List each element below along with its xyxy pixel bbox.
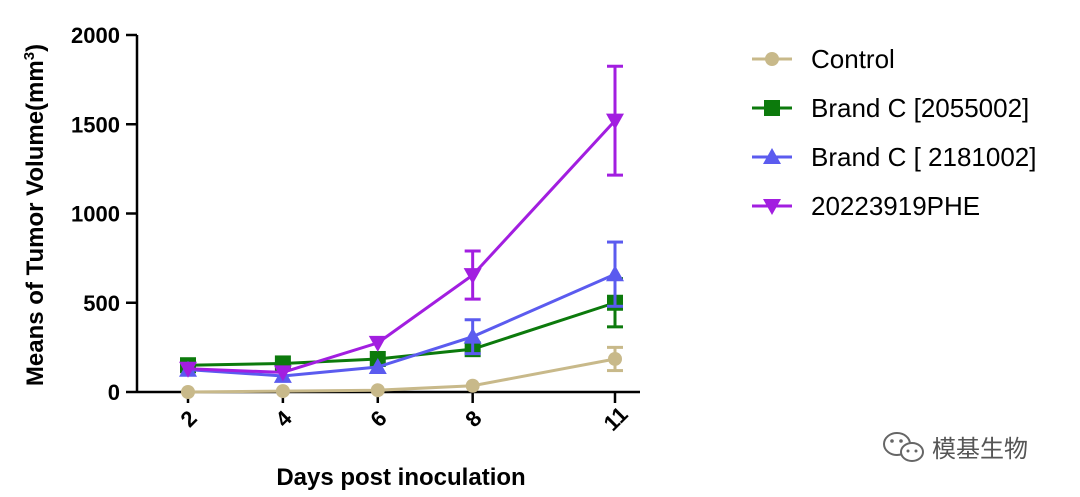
y-tick-label: 0 xyxy=(108,380,120,405)
wechat-icon xyxy=(883,432,924,462)
data-point xyxy=(606,113,624,130)
data-point xyxy=(181,385,195,399)
x-tick-label: 2 xyxy=(176,406,202,432)
legend-item: Brand C [ 2181002] xyxy=(752,142,1037,172)
data-point xyxy=(463,327,482,344)
legend-item: Control xyxy=(752,44,895,74)
legend-label: Brand C [ 2181002] xyxy=(811,142,1037,172)
x-tick-label: 11 xyxy=(599,402,633,436)
y-tick-label: 500 xyxy=(83,291,120,316)
data-point xyxy=(370,383,385,398)
series-layer xyxy=(179,64,624,399)
data-point xyxy=(368,335,387,352)
series-0 xyxy=(181,345,623,399)
x-ticks: 2 4 6 8 11 xyxy=(176,392,633,436)
y-tick-label: 1000 xyxy=(71,202,120,227)
watermark: 模基生物 xyxy=(883,432,1028,463)
y-axis-title-close: ) xyxy=(22,44,49,52)
legend-label: 20223919PHE xyxy=(811,191,980,221)
x-axis-title: Days post inoculation xyxy=(276,464,525,491)
legend: Control Brand C [2055002] Brand C [ 218100… xyxy=(752,44,1037,221)
data-point xyxy=(606,265,624,282)
data-point xyxy=(368,358,387,375)
y-tick-label: 2000 xyxy=(71,23,120,48)
legend-label: Brand C [2055002] xyxy=(811,93,1029,123)
legend-marker xyxy=(764,100,780,116)
legend-marker xyxy=(763,199,781,215)
series-2 xyxy=(179,240,624,383)
data-point xyxy=(463,268,482,285)
data-point xyxy=(465,378,480,393)
y-ticks: 0 500 1000 1500 2000 xyxy=(71,23,137,405)
y-axis-title: Means of Tumor Volume(mm3) xyxy=(21,44,49,386)
y-axis-title-main: Means of Tumor Volume(mm xyxy=(22,60,49,386)
x-tick-label: 4 xyxy=(270,405,297,432)
y-tick-label: 1500 xyxy=(71,112,120,137)
y-axis-title-sup: 3 xyxy=(21,52,38,60)
data-point xyxy=(179,361,197,378)
series-line xyxy=(187,301,616,367)
data-point xyxy=(608,351,622,366)
x-tick-label: 6 xyxy=(365,406,391,432)
legend-marker xyxy=(763,148,781,164)
data-point xyxy=(273,365,292,382)
data-point xyxy=(275,384,290,399)
watermark-text: 模基生物 xyxy=(932,435,1028,463)
legend-label: Control xyxy=(811,44,895,74)
legend-item: Brand C [2055002] xyxy=(752,93,1029,123)
x-tick-label: 8 xyxy=(460,406,486,432)
legend-item: 20223919PHE xyxy=(752,191,980,221)
legend-marker xyxy=(765,52,779,66)
series-3 xyxy=(179,64,624,382)
series-line xyxy=(187,119,617,374)
